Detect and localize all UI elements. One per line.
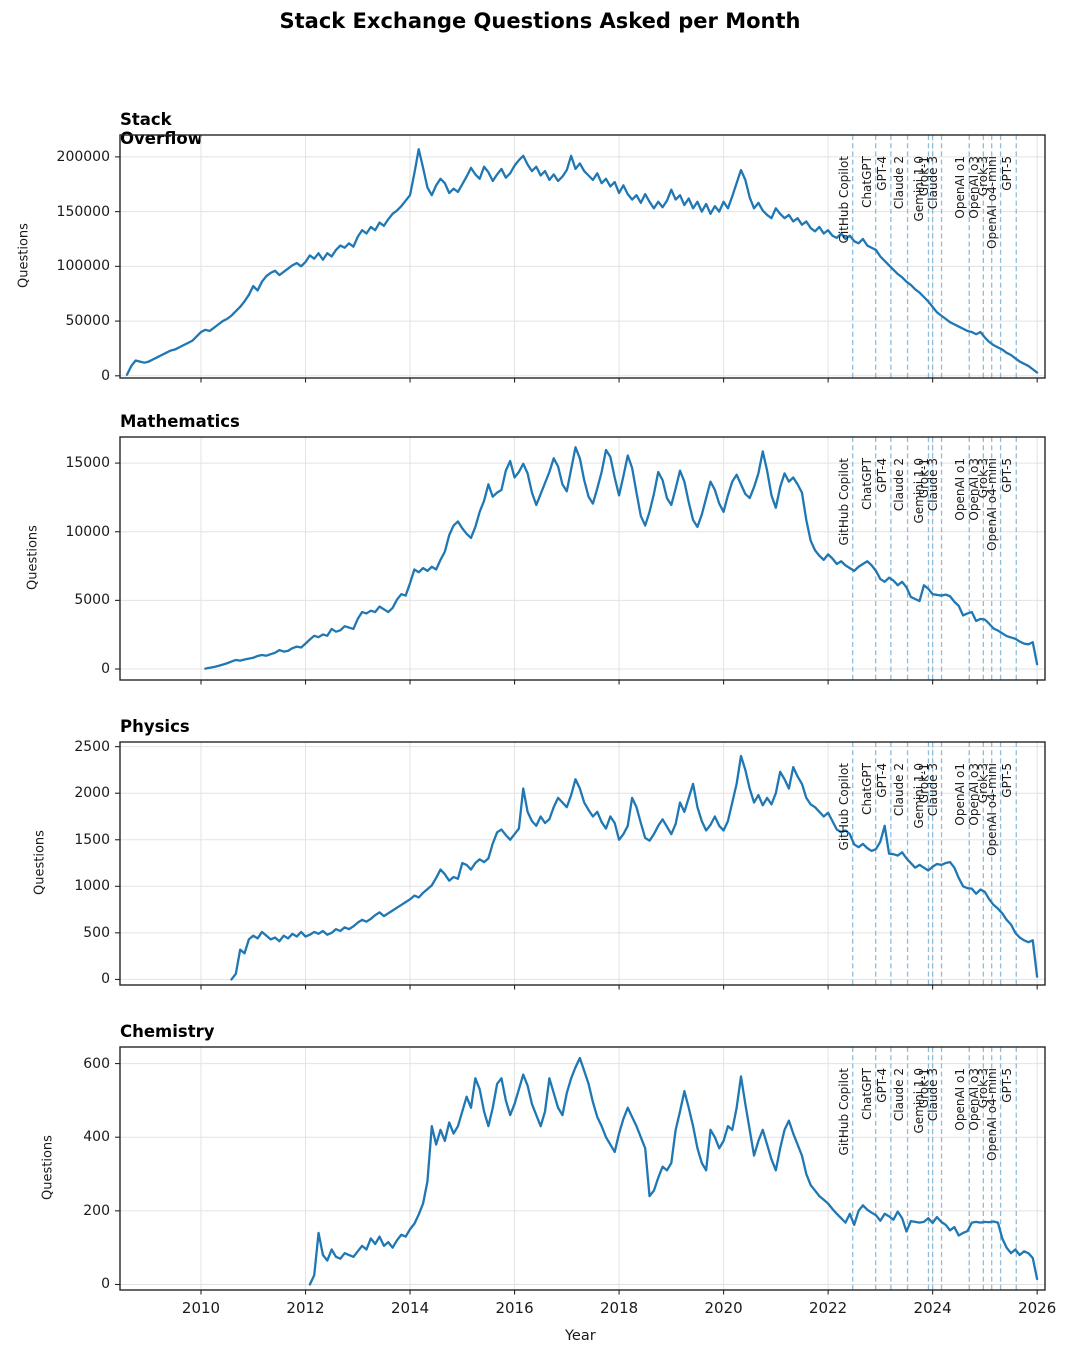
event-label-gpt-4: GPT-4 xyxy=(874,458,889,493)
event-label-openai-o4-mini: OpenAI o4-mini xyxy=(984,763,999,856)
x-tick-label: 2016 xyxy=(495,1299,534,1317)
event-label-openai-o4-mini: OpenAI o4-mini xyxy=(984,156,999,249)
y-tick-label: 10000 xyxy=(65,523,110,540)
x-tick-label: 2026 xyxy=(1018,1299,1057,1317)
event-label-gpt-4: GPT-4 xyxy=(874,156,889,191)
data-line-mathematics xyxy=(204,446,1039,670)
event-label-gpt-5: GPT-5 xyxy=(1000,156,1015,191)
plot-area-mathematics xyxy=(115,436,1046,685)
axes-spines xyxy=(119,134,1046,379)
x-tick-label: 2024 xyxy=(913,1299,952,1317)
y-tick-label: 600 xyxy=(83,1055,110,1072)
y-tick-label: 100000 xyxy=(56,258,110,275)
y-tick-label: 15000 xyxy=(65,455,110,472)
data-line-physics xyxy=(230,754,1039,981)
data-line-chemistry xyxy=(308,1056,1039,1286)
figure-title: Stack Exchange Questions Asked per Month xyxy=(279,9,801,33)
y-tick-label: 200000 xyxy=(56,148,110,165)
y-tick-label: 50000 xyxy=(65,313,110,330)
event-label-gpt-5: GPT-5 xyxy=(1000,763,1015,798)
event-label-github-copilot: GitHub Copilot xyxy=(836,763,851,851)
event-label-gpt-4: GPT-4 xyxy=(874,1068,889,1103)
event-label-chatgpt: ChatGPT xyxy=(859,156,874,208)
y-axis-label-stack-overflow: Questions xyxy=(16,222,32,288)
y-tick-label: 0 xyxy=(101,971,110,988)
y-tick-label: 0 xyxy=(101,367,110,384)
y-tick-label: 5000 xyxy=(74,592,110,609)
event-label-github-copilot: GitHub Copilot xyxy=(836,1068,851,1156)
event-label-chatgpt: ChatGPT xyxy=(859,763,874,815)
y-tick-label: 1000 xyxy=(74,878,110,895)
y-tick-label: 1500 xyxy=(74,831,110,848)
x-tick-label: 2022 xyxy=(809,1299,848,1317)
event-label-openai-o1: OpenAI o1 xyxy=(953,763,968,826)
axes-spines xyxy=(119,741,1046,986)
axes-spines xyxy=(119,1046,1046,1291)
subplot-title-chemistry: Chemistry xyxy=(120,1022,215,1041)
event-label-claude-2: Claude 2 xyxy=(891,458,906,512)
y-tick-label: 0 xyxy=(101,1276,110,1293)
event-label-github-copilot: GitHub Copilot xyxy=(836,156,851,244)
plot-area-stack-overflow xyxy=(115,134,1046,383)
axes-spines xyxy=(119,436,1046,681)
x-tick-label: 2012 xyxy=(286,1299,325,1317)
x-tick-label: 2020 xyxy=(704,1299,743,1317)
data-line-stack-overflow xyxy=(125,148,1039,376)
event-label-gpt-5: GPT-5 xyxy=(1000,1068,1015,1103)
subplot-title-mathematics: Mathematics xyxy=(120,412,240,431)
plot-area-chemistry xyxy=(115,1046,1046,1295)
event-label-claude-2: Claude 2 xyxy=(891,763,906,817)
x-axis-label: Year xyxy=(565,1328,596,1344)
subplot-title-stack-overflow: Stack Overflow xyxy=(120,110,203,148)
y-tick-label: 0 xyxy=(101,661,110,678)
event-label-openai-o4-mini: OpenAI o4-mini xyxy=(984,458,999,551)
event-label-claude-3: Claude 3 xyxy=(925,763,940,817)
event-label-gpt-4: GPT-4 xyxy=(874,763,889,798)
event-label-claude-2: Claude 2 xyxy=(891,156,906,210)
x-tick-label: 2018 xyxy=(599,1299,639,1317)
event-label-openai-o1: OpenAI o1 xyxy=(953,1068,968,1131)
x-tick-label: 2010 xyxy=(181,1299,221,1317)
subplot-title-physics: Physics xyxy=(120,717,190,736)
event-label-claude-3: Claude 3 xyxy=(925,156,940,210)
y-tick-label: 200 xyxy=(83,1202,110,1219)
plot-area-physics xyxy=(115,741,1046,990)
event-label-openai-o1: OpenAI o1 xyxy=(953,458,968,521)
y-tick-label: 2500 xyxy=(74,738,110,755)
event-label-openai-o1: OpenAI o1 xyxy=(953,156,968,219)
y-tick-label: 150000 xyxy=(56,203,110,220)
event-label-openai-o4-mini: OpenAI o4-mini xyxy=(984,1068,999,1161)
y-tick-label: 500 xyxy=(83,924,110,941)
x-tick-label: 2014 xyxy=(390,1299,430,1317)
event-label-gpt-5: GPT-5 xyxy=(1000,458,1015,493)
event-label-chatgpt: ChatGPT xyxy=(859,1068,874,1120)
y-tick-label: 400 xyxy=(83,1129,110,1146)
event-label-chatgpt: ChatGPT xyxy=(859,458,874,510)
event-label-claude-3: Claude 3 xyxy=(925,1068,940,1122)
event-label-github-copilot: GitHub Copilot xyxy=(836,458,851,546)
y-tick-label: 2000 xyxy=(74,785,110,802)
event-label-claude-2: Claude 2 xyxy=(891,1068,906,1122)
event-label-claude-3: Claude 3 xyxy=(925,458,940,512)
